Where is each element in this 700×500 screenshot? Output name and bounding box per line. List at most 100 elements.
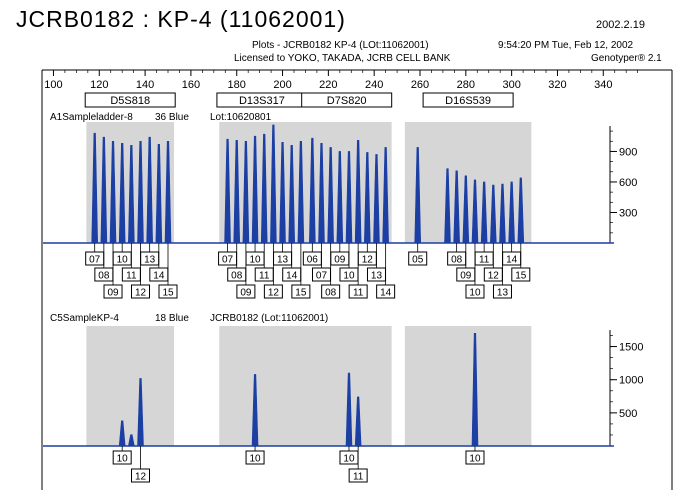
allele-box: [376, 284, 396, 299]
allele-box: [291, 284, 311, 299]
allele-label: 11: [353, 288, 364, 299]
allele-label: 07: [316, 271, 328, 282]
allele-label: 14: [506, 255, 518, 266]
allele-box: [158, 284, 178, 299]
trace-peak: [480, 181, 488, 244]
allele-label: 12: [488, 271, 500, 282]
allele-box: [348, 468, 368, 483]
trace-peak: [118, 142, 126, 244]
trace-peak: [242, 140, 250, 244]
license-line: Licensed to YOKO, TAKADA, JCRB CELL BANK: [234, 53, 451, 64]
allele-label: 10: [249, 454, 261, 465]
y-tick-label: 900: [619, 146, 637, 158]
allele-label: 15: [295, 288, 307, 299]
allele-box: [112, 450, 132, 465]
trace-peak: [251, 374, 259, 447]
allele-box: [263, 284, 283, 299]
trace-peak: [155, 144, 163, 244]
allele-box: [321, 284, 341, 299]
allele-label: 09: [460, 271, 472, 282]
trace-peak: [127, 434, 135, 447]
y-tick-label: 600: [619, 177, 637, 189]
allele-label: 13: [144, 255, 156, 266]
allele-box: [511, 267, 531, 282]
allele-label: 13: [371, 271, 383, 282]
trace-peak: [224, 138, 231, 244]
software-line: Genotyper® 2.1: [591, 53, 662, 64]
y-tick-label: 1000: [619, 375, 643, 387]
locus-band: [86, 326, 174, 446]
allele-label: 11: [479, 255, 490, 266]
trace-peak: [128, 145, 135, 244]
allele-label: 12: [135, 472, 147, 483]
allele-label: 08: [231, 271, 243, 282]
allele-label: 11: [259, 271, 270, 282]
trace-peak: [279, 141, 286, 244]
allele-box: [245, 450, 265, 465]
page-title: JCRB0182 : KP-4 (11062001): [16, 6, 346, 32]
report-date: 2002.2.19: [596, 19, 645, 31]
allele-label: 15: [515, 271, 527, 282]
locus-band: [219, 326, 305, 446]
x-tick-label: 280: [457, 79, 475, 91]
trace-peak: [270, 124, 277, 244]
trace-peak: [251, 135, 259, 244]
allele-box: [465, 284, 485, 299]
locus-label: D13S317: [239, 95, 285, 107]
allele-box: [348, 284, 368, 299]
allele-label: 12: [268, 288, 280, 299]
trace-peak: [260, 133, 268, 244]
panel-lot-label: JCRB0182 (Lot:11062001): [210, 313, 328, 324]
trace-peak: [517, 177, 525, 244]
trace-peak: [327, 147, 334, 244]
trace-peak: [382, 147, 389, 244]
trace-peak: [297, 140, 305, 244]
allele-label: 09: [334, 255, 346, 266]
locus-label: D7S820: [327, 95, 367, 107]
x-tick-label: 260: [411, 79, 429, 91]
trace-peak: [354, 396, 362, 447]
allele-label: 07: [222, 255, 234, 266]
trace-peak: [288, 145, 296, 244]
allele-label: 08: [451, 255, 463, 266]
trace-peak: [309, 137, 316, 244]
allele-label: 11: [353, 472, 364, 483]
trace-peak: [499, 183, 506, 244]
x-tick-label: 180: [228, 79, 246, 91]
trace-peak: [336, 151, 344, 244]
panel-sample-label: C5SampleKP-4: [50, 313, 119, 324]
allele-box: [131, 284, 151, 299]
allele-label: 13: [277, 255, 289, 266]
allele-label: 05: [412, 255, 424, 266]
y-tick-label: 500: [619, 408, 637, 420]
trace-peak: [354, 139, 362, 244]
trace-peak: [345, 151, 353, 244]
x-tick-label: 120: [90, 79, 108, 91]
trace-peak: [471, 179, 479, 244]
allele-label: 12: [362, 255, 374, 266]
trace-peak: [444, 168, 451, 244]
allele-label: 14: [286, 271, 298, 282]
allele-box: [236, 284, 256, 299]
trace-peak: [373, 154, 380, 244]
allele-label: 10: [117, 454, 129, 465]
trace-peak: [91, 132, 98, 244]
time-line: 9:54:20 PM Tue, Feb 12, 2002: [498, 40, 634, 51]
x-tick-label: 220: [319, 79, 337, 91]
locus-box: [84, 92, 176, 108]
locus-box: [422, 92, 514, 108]
allele-label: 10: [343, 454, 355, 465]
panel-lot-label: Lot:10620801: [210, 112, 272, 123]
trace-peak: [364, 152, 371, 244]
allele-label: 08: [325, 288, 337, 299]
allele-label: 15: [162, 288, 174, 299]
allele-label: 10: [469, 288, 481, 299]
trace-peak: [471, 333, 479, 447]
trace-peak: [453, 170, 460, 244]
allele-box: [465, 450, 485, 465]
panel-dye-label: 36 Blue: [155, 112, 189, 123]
locus-label: D5S818: [110, 95, 150, 107]
allele-label: 10: [249, 255, 261, 266]
allele-box: [103, 284, 123, 299]
